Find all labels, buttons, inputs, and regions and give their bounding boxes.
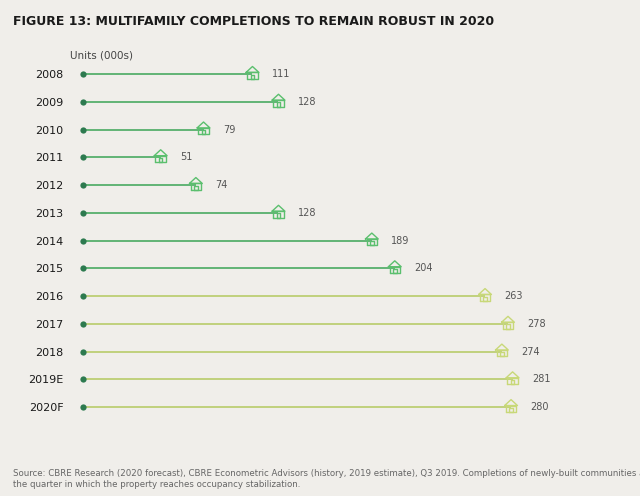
Text: 280: 280 bbox=[531, 402, 549, 412]
Text: FIGURE 13: MULTIFAMILY COMPLETIONS TO REMAIN ROBUST IN 2020: FIGURE 13: MULTIFAMILY COMPLETIONS TO RE… bbox=[13, 15, 494, 28]
Text: 128: 128 bbox=[298, 97, 316, 107]
Text: 278: 278 bbox=[527, 319, 546, 329]
Text: 51: 51 bbox=[180, 152, 193, 162]
Text: 111: 111 bbox=[272, 69, 291, 79]
Text: Units (000s): Units (000s) bbox=[70, 50, 133, 60]
Text: 204: 204 bbox=[414, 263, 433, 273]
Text: 128: 128 bbox=[298, 208, 316, 218]
Text: 274: 274 bbox=[522, 347, 540, 357]
Text: 189: 189 bbox=[391, 236, 410, 246]
Text: Source: CBRE Research (2020 forecast), CBRE Econometric Advisors (history, 2019 : Source: CBRE Research (2020 forecast), C… bbox=[13, 469, 640, 489]
Text: 74: 74 bbox=[215, 180, 228, 190]
Text: 263: 263 bbox=[504, 291, 523, 301]
Text: 79: 79 bbox=[223, 124, 236, 134]
Text: 281: 281 bbox=[532, 374, 550, 384]
